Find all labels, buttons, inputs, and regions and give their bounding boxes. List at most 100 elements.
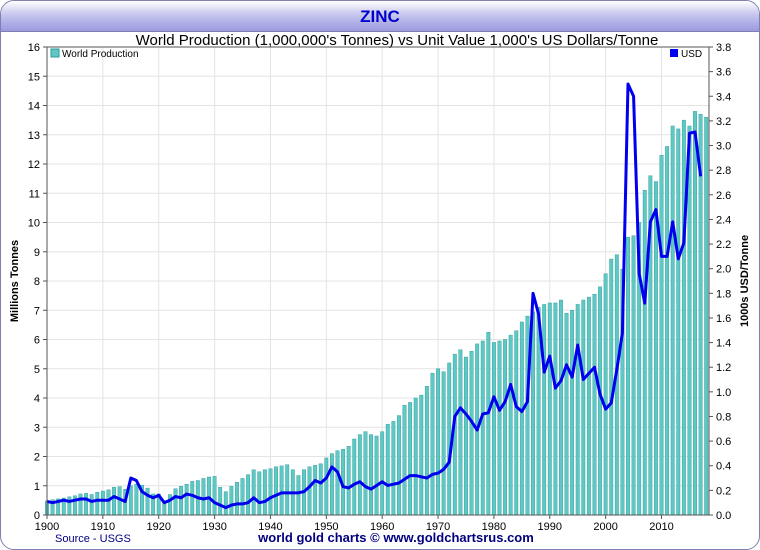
credit-note: world gold charts © www.goldchartsrus.co… <box>257 530 534 545</box>
right-tick-label: 3.6 <box>716 67 731 79</box>
production-bar-1915 <box>128 485 133 516</box>
production-bar-1940 <box>268 468 273 516</box>
left-tick-label: 0 <box>34 510 40 522</box>
production-bar-1909 <box>95 491 100 516</box>
production-bar-1976 <box>469 351 474 516</box>
left-tick-label: 8 <box>34 276 40 288</box>
right-tick-label: 3.2 <box>716 116 731 128</box>
production-bar-1969 <box>430 372 435 516</box>
production-bar-1996 <box>581 299 586 516</box>
right-axis-label: 1000s USD/Tonne <box>739 235 751 327</box>
production-bar-1985 <box>519 321 524 516</box>
production-bar-1958 <box>369 434 373 516</box>
production-bar-1945 <box>296 475 301 516</box>
production-bar-1964 <box>402 405 407 516</box>
x-tick-label: 1940 <box>258 521 282 533</box>
right-tick-label: 1.8 <box>716 288 731 300</box>
x-tick-label: 1950 <box>314 521 338 533</box>
production-bar-1993 <box>564 312 569 516</box>
source-note: Source - USGS <box>55 533 131 545</box>
production-bar-1998 <box>592 293 597 516</box>
right-tick-label: 3.8 <box>716 42 731 54</box>
production-bar-1906 <box>78 493 83 516</box>
production-bar-1981 <box>497 340 502 516</box>
production-bar-1916 <box>134 484 139 516</box>
right-tick-label: 1.6 <box>716 313 731 325</box>
production-bar-1950 <box>324 457 329 516</box>
right-tick-label: 1.4 <box>716 338 731 350</box>
right-axis-ticks: 0.0 0.2 0.4 0.6 0.8 1.0 1.2 1.4 1.6 1.8 2.0 2.2 2.4 2… <box>709 42 731 522</box>
right-tick-label: 0.6 <box>716 436 731 448</box>
production-bar-1970 <box>436 368 440 516</box>
x-tick-label: 1920 <box>146 521 170 533</box>
legend-right: USD <box>670 49 702 60</box>
production-bar-1912 <box>112 487 116 516</box>
production-bar-1911 <box>106 489 111 516</box>
left-tick-label: 5 <box>34 364 40 376</box>
left-tick-label: 12 <box>28 159 40 171</box>
production-bar-2000 <box>603 273 608 516</box>
production-bar-1934 <box>235 482 239 516</box>
right-tick-label: 1.2 <box>716 362 731 374</box>
production-bar-1978 <box>480 340 485 516</box>
right-tick-label: 2.4 <box>716 214 731 226</box>
right-tick-label: 0.2 <box>716 485 731 497</box>
right-tick-label: 3.4 <box>716 91 731 103</box>
left-tick-label: 2 <box>34 452 40 464</box>
production-bar-1975 <box>464 356 468 516</box>
production-bar-1925 <box>184 484 189 516</box>
production-bar-1923 <box>173 488 178 516</box>
production-bar-1965 <box>408 402 413 516</box>
production-bar-1971 <box>441 371 446 516</box>
production-bar-1908 <box>89 494 94 516</box>
right-tick-label: 2.0 <box>716 264 731 276</box>
production-bar-1954 <box>346 446 351 516</box>
right-tick-label: 3.0 <box>716 141 731 153</box>
production-bar-1974 <box>458 349 463 516</box>
production-bar-1979 <box>486 331 491 516</box>
production-bar-1991 <box>553 302 558 516</box>
production-bar-2018 <box>704 116 709 516</box>
chart-subtitle: World Production (1,000,000's Tonnes) vs… <box>136 32 659 49</box>
production-bar-2016 <box>693 111 697 516</box>
legend-right-swatch <box>670 49 678 57</box>
production-bar-1960 <box>380 431 385 516</box>
production-bar-2010 <box>659 155 664 516</box>
production-bar-1961 <box>385 424 390 516</box>
left-axis-label: Millions Tonnes <box>9 240 21 322</box>
x-tick-label: 1930 <box>202 521 226 533</box>
production-bar-1949 <box>318 463 323 516</box>
x-tick-label: 1960 <box>370 521 394 533</box>
production-bar-1931 <box>218 487 223 516</box>
production-bar-1982 <box>503 339 508 516</box>
left-tick-label: 6 <box>34 335 40 347</box>
x-tick-label: 1990 <box>538 521 562 533</box>
usd-price-line <box>46 82 703 510</box>
production-bar-1994 <box>570 310 575 516</box>
production-bar-1910 <box>100 490 105 516</box>
legend-left: World Production <box>50 48 139 60</box>
production-bar-1933 <box>229 486 234 516</box>
production-bar-1967 <box>419 394 424 516</box>
production-bar-1972 <box>447 362 452 516</box>
production-bar-1962 <box>391 421 396 516</box>
title-bar: ZINC <box>1 1 759 32</box>
x-tick-label: 1900 <box>35 521 59 533</box>
production-bar-1935 <box>240 478 245 516</box>
production-bar-1941 <box>274 466 278 516</box>
right-tick-label: 2.8 <box>716 165 731 177</box>
right-tick-label: 2.2 <box>716 239 731 251</box>
x-tick-label: 2010 <box>649 521 673 533</box>
left-tick-label: 11 <box>29 188 40 200</box>
chart-title: ZINC <box>360 7 400 26</box>
production-bar-2007 <box>642 190 647 516</box>
production-bar-1947 <box>307 466 312 516</box>
production-bar-2004 <box>626 236 630 516</box>
production-bar-1966 <box>413 397 418 516</box>
production-bar-1968 <box>424 386 429 516</box>
production-bar-1928 <box>201 478 206 516</box>
production-bar-1924 <box>179 486 183 516</box>
production-bar-1938 <box>257 471 262 516</box>
